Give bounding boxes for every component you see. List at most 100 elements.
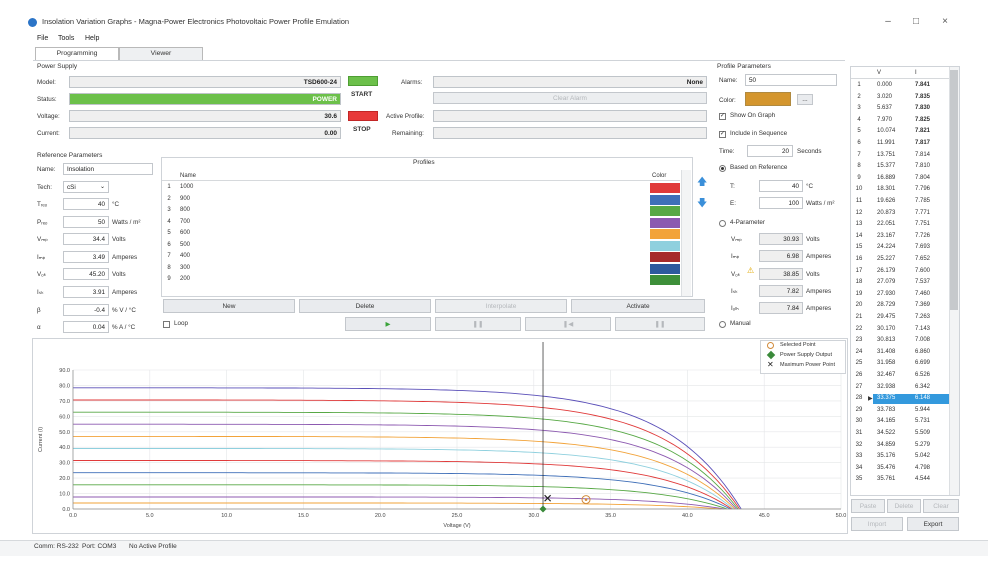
- export-button[interactable]: Export: [907, 517, 959, 531]
- vi-row-v[interactable]: 30.813: [877, 337, 896, 344]
- vi-row-i[interactable]: 5.944: [915, 406, 931, 413]
- vi-row-i[interactable]: 6.526: [915, 372, 931, 378]
- pause-button[interactable]: ❚❚: [435, 317, 521, 331]
- vi-row-i[interactable]: 7.830: [915, 105, 931, 112]
- t-input[interactable]: 40: [759, 180, 803, 192]
- fp-param-input[interactable]: 6.98: [759, 250, 803, 263]
- maximize-button[interactable]: □: [912, 16, 920, 27]
- profile-row-color[interactable]: [650, 194, 680, 205]
- vi-row-i[interactable]: 7.841: [915, 82, 931, 88]
- vi-row-v[interactable]: 0.000: [877, 82, 893, 88]
- fp-param-input[interactable]: 7.84: [759, 302, 803, 315]
- vi-row-i[interactable]: 7.008: [915, 337, 931, 344]
- ref-param-input[interactable]: 50: [63, 215, 109, 228]
- vi-row-v[interactable]: 27.930: [877, 290, 896, 297]
- profile-row-color[interactable]: [650, 252, 680, 262]
- ref-param-input[interactable]: 40: [63, 198, 109, 210]
- play-button[interactable]: ▶: [345, 317, 431, 331]
- vi-row-v[interactable]: 33.783: [877, 406, 896, 413]
- vi-row-v[interactable]: 18.301: [877, 186, 896, 193]
- minimize-button[interactable]: –: [885, 16, 891, 27]
- vi-row-v[interactable]: 22.051: [877, 221, 896, 228]
- vi-row-i[interactable]: 5.279: [915, 441, 931, 448]
- start-button[interactable]: [348, 76, 378, 86]
- vi-row-i[interactable]: 7.804: [915, 174, 931, 181]
- vi-row-v[interactable]: 26.179: [877, 267, 896, 274]
- ref-param-input[interactable]: 3.91: [63, 286, 109, 298]
- activate-button[interactable]: Activate: [571, 299, 705, 313]
- profile-row-name[interactable]: 1000: [180, 184, 194, 190]
- vi-row-i[interactable]: 7.817: [915, 140, 931, 146]
- import-button[interactable]: Import: [851, 517, 903, 531]
- interpolate-button[interactable]: Interpolate: [435, 299, 567, 313]
- profile-row-color[interactable]: [650, 183, 680, 193]
- menu-tools[interactable]: Tools: [58, 35, 75, 42]
- manual-radio[interactable]: [719, 321, 726, 328]
- vi-row-v[interactable]: 35.761: [877, 476, 896, 483]
- vi-row-v[interactable]: 32.467: [877, 372, 896, 378]
- vi-row-v[interactable]: 15.377: [877, 163, 896, 170]
- fp-param-input[interactable]: 30.93: [759, 233, 803, 245]
- vi-row-i[interactable]: 4.798: [915, 464, 931, 471]
- vi-row-v[interactable]: 23.167: [877, 232, 896, 239]
- vi-row-v[interactable]: 25.227: [877, 256, 896, 262]
- ref-param-input[interactable]: 3.49: [63, 250, 109, 263]
- profile-row-color[interactable]: [650, 217, 680, 228]
- vi-row-i[interactable]: 7.652: [915, 256, 931, 262]
- tab-viewer[interactable]: Viewer: [119, 47, 203, 60]
- vi-row-v[interactable]: 10.074: [877, 128, 896, 135]
- step-button[interactable]: ❚◀: [525, 317, 611, 331]
- vi-row-i[interactable]: 7.835: [915, 93, 931, 100]
- vi-row-i[interactable]: 7.600: [915, 267, 931, 274]
- vi-row-v[interactable]: 19.626: [877, 198, 896, 204]
- tab-programming[interactable]: Programming: [35, 47, 119, 61]
- vi-row-v[interactable]: 35.176: [877, 453, 896, 460]
- vi-row-v[interactable]: 3.020: [877, 93, 893, 100]
- vi-row-v[interactable]: 5.637: [877, 105, 893, 112]
- arrow-down-icon[interactable]: 🡇: [697, 198, 708, 209]
- four-parameter-radio[interactable]: [719, 220, 726, 227]
- color-picker-button[interactable]: ...: [797, 94, 813, 105]
- reference-name-input[interactable]: Insolation: [63, 163, 153, 175]
- vi-row-i[interactable]: 7.369: [915, 302, 931, 309]
- vi-row-i[interactable]: 6.148: [915, 395, 931, 402]
- profile-row-color[interactable]: [650, 229, 680, 239]
- vi-scrollbar-thumb[interactable]: [950, 70, 958, 310]
- menu-file[interactable]: File: [37, 35, 49, 42]
- vi-row-i[interactable]: 7.814: [915, 151, 931, 158]
- stop-button[interactable]: [348, 111, 378, 121]
- vi-row-i[interactable]: 4.544: [915, 476, 931, 483]
- vi-row-i[interactable]: 7.460: [915, 290, 931, 297]
- arrow-up-icon[interactable]: 🡅: [697, 177, 708, 188]
- loop-checkbox[interactable]: [163, 321, 170, 328]
- profile-row-name[interactable]: 500: [180, 241, 191, 248]
- vi-row-i[interactable]: 7.537: [915, 279, 931, 286]
- include-in-sequence-checkbox[interactable]: ✓: [719, 131, 726, 138]
- vi-row-v[interactable]: 34.165: [877, 418, 896, 425]
- vi-row-i[interactable]: 6.342: [915, 383, 931, 390]
- vi-row-v[interactable]: 24.224: [877, 244, 896, 251]
- vi-row-v[interactable]: 7.970: [877, 116, 893, 123]
- delete-row-button[interactable]: Delete: [887, 499, 921, 513]
- vi-row-v[interactable]: 30.170: [877, 325, 896, 332]
- vi-row-i[interactable]: 7.143: [915, 325, 931, 332]
- profile-row-name[interactable]: 700: [180, 218, 191, 225]
- vi-row-i[interactable]: 7.785: [915, 198, 931, 204]
- profile-row-name[interactable]: 800: [180, 207, 191, 213]
- clear-table-button[interactable]: Clear: [923, 499, 959, 513]
- ref-param-input[interactable]: 34.4: [63, 233, 109, 246]
- vi-row-i[interactable]: 5.509: [915, 430, 931, 436]
- vi-row-v[interactable]: 28.729: [877, 302, 896, 309]
- vi-row-v[interactable]: 33.375: [877, 395, 896, 402]
- fp-param-input[interactable]: 38.85: [759, 267, 803, 280]
- ref-param-input[interactable]: -0.4: [63, 303, 109, 316]
- based-on-reference-radio[interactable]: [719, 165, 726, 172]
- vi-row-v[interactable]: 20.873: [877, 209, 896, 216]
- clear-alarm-button[interactable]: Clear Alarm: [433, 92, 707, 104]
- profile-row-name[interactable]: 900: [180, 195, 191, 202]
- vi-row-i[interactable]: 7.693: [915, 244, 931, 251]
- vi-row-v[interactable]: 32.938: [877, 383, 896, 390]
- profiles-scrollbar[interactable]: [681, 170, 691, 296]
- ref-param-input[interactable]: 45.20: [63, 268, 109, 281]
- vi-row-i[interactable]: 5.042: [915, 453, 931, 460]
